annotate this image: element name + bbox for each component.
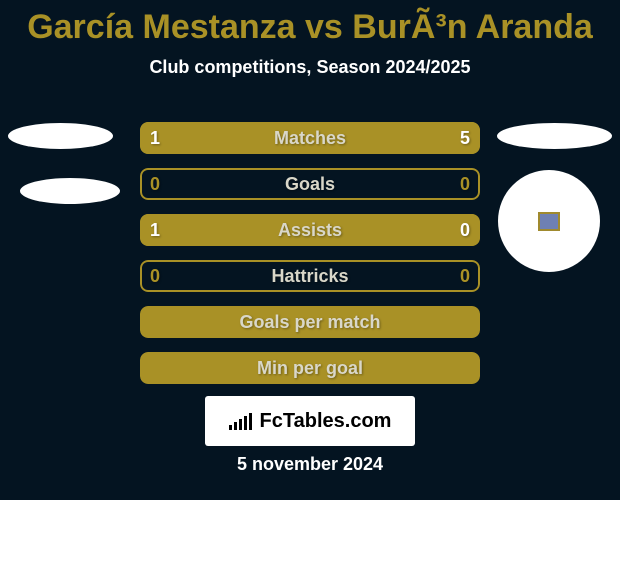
left-logo-oval-2 [20, 178, 120, 204]
right-badge-circle [498, 170, 600, 272]
logo-text: FcTables.com [260, 410, 392, 433]
left-logo-oval-1 [8, 123, 113, 149]
badge-icon [538, 212, 560, 231]
subtitle: Club competitions, Season 2024/2025 [0, 57, 620, 78]
stat-label: Matches [140, 122, 480, 154]
page-title: García Mestanza vs BurÃ³n Aranda [0, 0, 620, 47]
stat-row: 10Assists [140, 214, 480, 246]
fctables-logo: FcTables.com [205, 396, 415, 446]
stat-row: 00Hattricks [140, 260, 480, 292]
stat-row: 00Goals [140, 168, 480, 200]
stat-row: 15Matches [140, 122, 480, 154]
date-label: 5 november 2024 [0, 454, 620, 475]
logo-bars-icon [229, 412, 254, 430]
stat-label: Hattricks [140, 260, 480, 292]
right-logo-oval [497, 123, 612, 149]
stat-label: Goals per match [140, 306, 480, 338]
stat-row: Goals per match [140, 306, 480, 338]
stat-label: Assists [140, 214, 480, 246]
stat-row: Min per goal [140, 352, 480, 384]
stat-label: Goals [140, 168, 480, 200]
comparison-card: García Mestanza vs BurÃ³n Aranda Club co… [0, 0, 620, 500]
stat-label: Min per goal [140, 352, 480, 384]
stats-container: 15Matches 00Goals 10Assists 00Hattricks Goal… [140, 122, 480, 398]
